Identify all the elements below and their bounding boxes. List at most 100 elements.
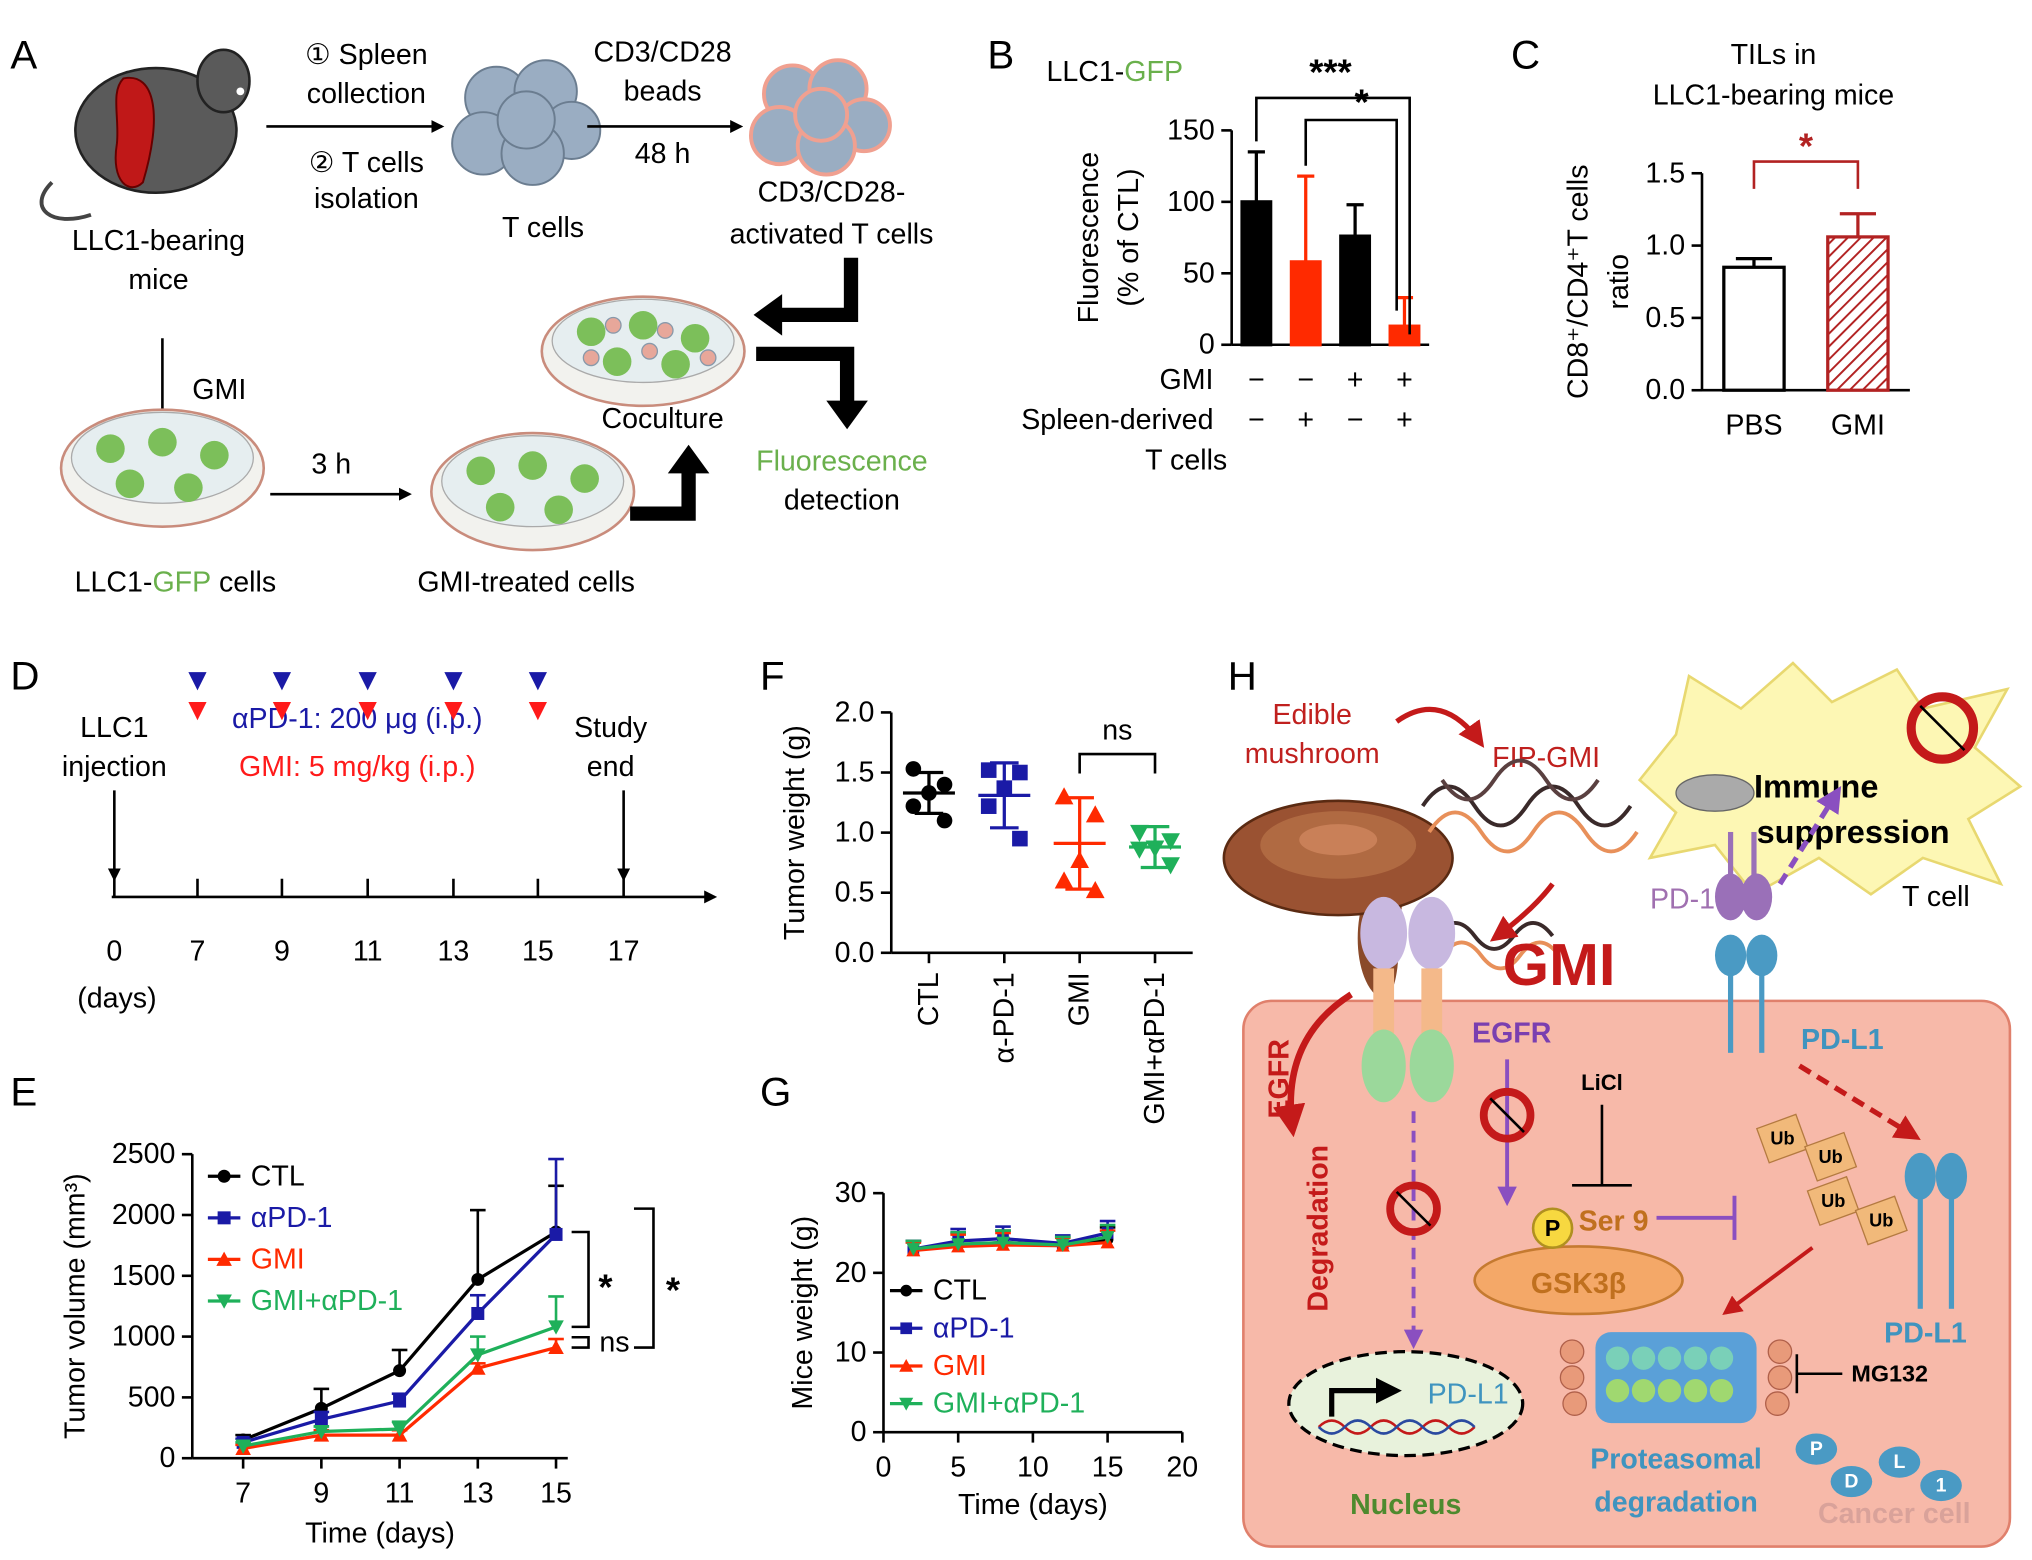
timeline-label: 7	[190, 935, 206, 967]
legend-marker	[900, 1322, 913, 1335]
dish	[430, 431, 636, 552]
t-cell-cluster	[451, 59, 602, 186]
x-tick-label: 10	[1017, 1451, 1049, 1483]
phospho-shape	[1531, 1207, 1574, 1250]
annotation: *	[666, 1269, 681, 1310]
legend-marker	[217, 1211, 231, 1225]
legend-marker	[899, 1397, 914, 1411]
row-sign: +	[1347, 364, 1364, 396]
marker	[905, 761, 922, 777]
marker	[391, 1422, 408, 1437]
text: GMI	[1503, 931, 1616, 998]
x-tick-label: GMI	[1064, 972, 1096, 1026]
marker	[936, 812, 953, 829]
chart-title: TILs in	[1731, 39, 1817, 71]
legend-label: GMI	[933, 1350, 987, 1382]
row-sign: −	[1347, 404, 1364, 436]
y-tick-label: 10	[835, 1337, 867, 1369]
text: Cancer cell	[1818, 1498, 1971, 1530]
bar	[1339, 234, 1372, 347]
panel-label: C	[1511, 33, 1540, 78]
marker	[1085, 880, 1105, 899]
y-tick-label: 150	[1167, 114, 1215, 146]
dose-marker	[188, 672, 207, 691]
arrow	[1722, 1246, 1814, 1316]
legend-label: CTL	[251, 1160, 305, 1192]
arrow	[1395, 706, 1485, 748]
text: Ub	[1770, 1129, 1794, 1149]
text: 1	[1936, 1474, 1947, 1496]
pdl1-membrane	[1714, 934, 1778, 1053]
text: 3 h	[311, 448, 351, 480]
text: Ser 9	[1579, 1206, 1649, 1238]
x-tick-label: α-PD-1	[988, 972, 1020, 1063]
legend-marker	[900, 1284, 913, 1297]
annotation: ***	[1309, 51, 1352, 92]
marker	[471, 1272, 485, 1286]
text: injection	[62, 751, 167, 783]
y-axis-label: CD8⁺/CD4⁺T cells	[1563, 164, 1595, 398]
y-tick-label: 1.5	[1645, 157, 1685, 189]
dish	[59, 408, 266, 528]
annotation: *	[598, 1267, 613, 1308]
text: EGFR	[1472, 1017, 1552, 1049]
x-tick-label: 5	[950, 1451, 966, 1483]
timeline-label: 11	[353, 935, 383, 967]
dose-marker	[444, 672, 463, 691]
marker	[1130, 841, 1149, 859]
activated-t-cell-cluster	[749, 58, 892, 177]
significance-bracket	[1255, 96, 1411, 335]
dose-marker	[358, 702, 377, 721]
y-tick-label: 30	[835, 1177, 867, 1209]
chart-title: GFP	[1124, 56, 1183, 88]
text: CD3/CD28	[594, 36, 732, 68]
timeline-label: 13	[438, 935, 470, 967]
x-tick-label: CTL	[913, 972, 945, 1026]
row-sign: +	[1297, 404, 1314, 436]
text: isolation	[314, 183, 419, 215]
text: FIP-GMI	[1492, 742, 1600, 774]
x-tick-label: 20	[1166, 1451, 1198, 1483]
nucleus-shape	[1675, 774, 1755, 812]
marker	[905, 798, 922, 814]
timeline-label: 0	[106, 935, 122, 967]
legend-label: GMI+αPD-1	[251, 1285, 403, 1317]
row-label: T cells	[1145, 444, 1227, 476]
marker	[936, 776, 953, 793]
text: T cell	[1902, 881, 1970, 913]
text: T cells	[502, 212, 584, 244]
marker	[1161, 833, 1180, 851]
text: cells	[219, 567, 276, 599]
x-tick-label: 9	[313, 1477, 329, 1509]
text: Ub	[1819, 1147, 1843, 1167]
y-tick-label: 0.0	[835, 937, 875, 969]
panel-label: H	[1228, 654, 1257, 699]
text: LLC1-bearing	[72, 225, 245, 257]
text: suppression	[1757, 814, 1950, 850]
text: GMI	[192, 374, 246, 406]
dose-marker	[358, 672, 377, 691]
annotation: *	[1355, 81, 1370, 122]
x-tick-label: PBS	[1725, 409, 1782, 441]
bar	[1240, 200, 1273, 347]
text: collection	[307, 78, 426, 110]
y-tick-label: 1.0	[1645, 230, 1685, 262]
significance-bracket	[1078, 752, 1157, 774]
text: Edible	[1272, 699, 1351, 731]
mushroom	[1222, 799, 1454, 1001]
marker	[1100, 1231, 1115, 1244]
panel-label: B	[987, 33, 1014, 78]
pd1-receptor	[1714, 831, 1773, 921]
marker	[1161, 857, 1180, 875]
annotation: *	[1799, 125, 1814, 166]
dose-marker	[272, 702, 292, 721]
y-tick-label: 1500	[112, 1260, 176, 1292]
marker	[549, 1227, 563, 1241]
annotation: ns	[599, 1326, 629, 1358]
y-tick-label: 100	[1167, 186, 1215, 218]
row-label: Spleen-derived	[1021, 404, 1213, 436]
marker	[393, 1364, 407, 1378]
x-axis-label: Time (days)	[958, 1489, 1108, 1521]
